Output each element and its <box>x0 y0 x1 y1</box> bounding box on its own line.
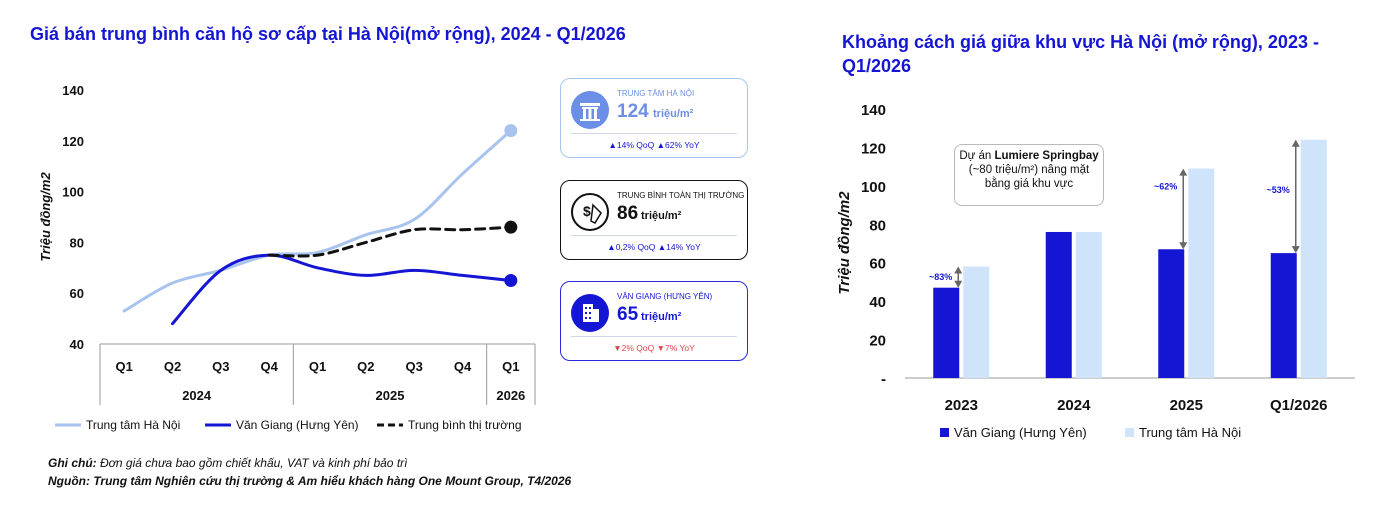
x-group-label: 2025 <box>376 388 405 403</box>
y-tick-label: 40 <box>869 294 886 311</box>
x-tick-label: Q2 <box>164 359 181 374</box>
y-tick-label: 140 <box>62 83 84 98</box>
temple-gate-icon <box>571 91 609 129</box>
x-group-label: 2024 <box>182 388 212 403</box>
y-tick-label: 60 <box>70 286 84 301</box>
bar-hanoi-center <box>1075 231 1102 378</box>
x-tick-label: Q2 <box>357 359 374 374</box>
gap-label: ~62% <box>1154 181 1177 191</box>
x-tick-label: 2024 <box>1057 397 1091 414</box>
legend-label: Văn Giang (Hưng Yên) <box>236 418 359 432</box>
card-label: VĂN GIANG (HƯNG YÊN) <box>617 292 713 301</box>
bar-hanoi-center <box>963 266 990 378</box>
legend-label: Văn Giang (Hưng Yên) <box>954 425 1087 440</box>
y-tick-label: 120 <box>62 134 84 149</box>
x-tick-label: 2023 <box>945 397 978 414</box>
card-value: 65 <box>617 304 639 325</box>
source-note: Nguồn: Trung tâm Nghiên cứu thị trường &… <box>48 474 572 488</box>
footnote-label: Ghi chú: <box>48 456 97 470</box>
gap-label: ~53% <box>1266 185 1289 195</box>
y-tick-label: 100 <box>62 185 84 200</box>
card-change: ▲14% QoQ ▲62% YoY <box>608 140 700 150</box>
y-tick-label: 140 <box>861 102 886 119</box>
card-change: ▼2% QoQ ▼7% YoY <box>613 343 695 353</box>
y-tick-label: 60 <box>869 256 886 273</box>
card-van-giang: VĂN GIANG (HƯNG YÊN) 65 triệu/m² ▼2% QoQ… <box>560 281 748 361</box>
gap-arrow-head <box>954 266 963 274</box>
divider <box>571 133 737 134</box>
y-tick-label: 20 <box>869 333 886 350</box>
bar-hanoi-center <box>1188 168 1215 378</box>
bar-hanoi-center <box>1300 139 1327 378</box>
series-line <box>267 225 513 258</box>
x-tick-label: Q1/2026 <box>1270 397 1328 414</box>
gap-arrow-head <box>1291 139 1300 147</box>
series-line <box>171 253 513 326</box>
y-axis-title: Triệu đồng/m2 <box>38 172 53 262</box>
gap-arrow-head <box>954 280 963 288</box>
series-end-marker <box>504 274 518 287</box>
divider <box>571 336 737 337</box>
card-hanoi-center: TRUNG TÂM HÀ NỘI 124 triệu/m² ▲14% QoQ ▲… <box>560 78 748 158</box>
right-chart-title: Khoảng cách giá giữa khu vực Hà Nội (mở … <box>842 32 1319 76</box>
y-tick-label: - <box>881 371 886 388</box>
callout-suffix: (~80 triệu/m²) nâng mặt bằng giá khu vực <box>968 164 1090 190</box>
card-unit: triệu/m² <box>641 311 682 323</box>
x-tick-label: Q4 <box>260 359 278 374</box>
x-tick-label: Q1 <box>502 359 519 374</box>
card-market-average: $ TRUNG BÌNH TOÀN THỊ TRƯỜNG 86 triệu/m²… <box>560 180 748 260</box>
y-tick-label: 40 <box>70 337 84 352</box>
legend-label: Trung tâm Hà Nội <box>86 418 180 432</box>
gap-arrow-head <box>1179 242 1188 250</box>
price-tag-hand-icon: $ <box>571 193 609 231</box>
legend-swatch <box>1125 428 1134 437</box>
svg-text:$: $ <box>583 203 591 219</box>
building-icon <box>571 294 609 332</box>
footnote-text: Đơn giá chưa bao gồm chiết khấu, VAT và … <box>96 456 408 470</box>
bar-van-giang <box>1045 231 1072 378</box>
series-line <box>122 129 513 313</box>
x-tick-label: 2025 <box>1170 397 1203 414</box>
y-tick-label: 100 <box>861 179 886 196</box>
card-unit: triệu/m² <box>653 108 694 120</box>
y-tick-label: 80 <box>869 217 886 234</box>
gap-arrow-head <box>1291 246 1300 254</box>
bar-van-giang <box>933 287 960 378</box>
card-change: ▲0,2% QoQ ▲14% YoY <box>607 242 701 252</box>
x-tick-label: Q1 <box>115 359 132 374</box>
x-tick-label: Q3 <box>212 359 229 374</box>
lumiere-callout: Dự án Lumiere Springbay (~80 triệu/m²) n… <box>954 144 1104 206</box>
legend-swatch <box>940 428 949 437</box>
line-chart: 40 60 80 100 120 140 Triệu đồng/m2 2024 2025 2026… <box>38 83 536 432</box>
y-axis-title: Triệu đồng/m2 <box>836 191 853 295</box>
card-value: 124 <box>617 101 649 122</box>
x-tick-label: Q4 <box>454 359 472 374</box>
gap-label: ~83% <box>929 272 952 282</box>
card-label: TRUNG TÂM HÀ NỘI <box>617 89 695 98</box>
series-end-marker <box>504 220 518 234</box>
card-unit: triệu/m² <box>641 210 682 222</box>
bar-chart: - 20 40 60 80 100 120 140 Triệu đồng/m2 2023 ~83% 2… <box>836 102 1355 440</box>
x-tick-label: Q1 <box>309 359 326 374</box>
footnote: Ghi chú: Đơn giá chưa bao gồm chiết khấu… <box>48 456 407 470</box>
series-end-marker <box>504 124 518 138</box>
y-tick-label: 120 <box>861 140 886 157</box>
bar-van-giang <box>1158 249 1185 378</box>
left-chart-title: Giá bán trung bình căn hộ sơ cấp tại Hà … <box>30 24 626 44</box>
callout-prefix: Dự án <box>959 150 995 162</box>
legend-label: Trung tâm Hà Nội <box>1139 425 1241 440</box>
legend-label: Trung bình thị trường <box>408 418 522 432</box>
card-value: 86 <box>617 203 639 224</box>
gap-arrow-head <box>1179 168 1188 176</box>
y-tick-label: 80 <box>70 235 84 250</box>
card-label: TRUNG BÌNH TOÀN THỊ TRƯỜNG <box>617 191 745 200</box>
bar-van-giang <box>1270 253 1297 378</box>
x-group-label: 2026 <box>496 388 525 403</box>
x-tick-label: Q3 <box>405 359 422 374</box>
divider <box>571 235 737 236</box>
callout-project-name: Lumiere Springbay <box>994 150 1099 162</box>
